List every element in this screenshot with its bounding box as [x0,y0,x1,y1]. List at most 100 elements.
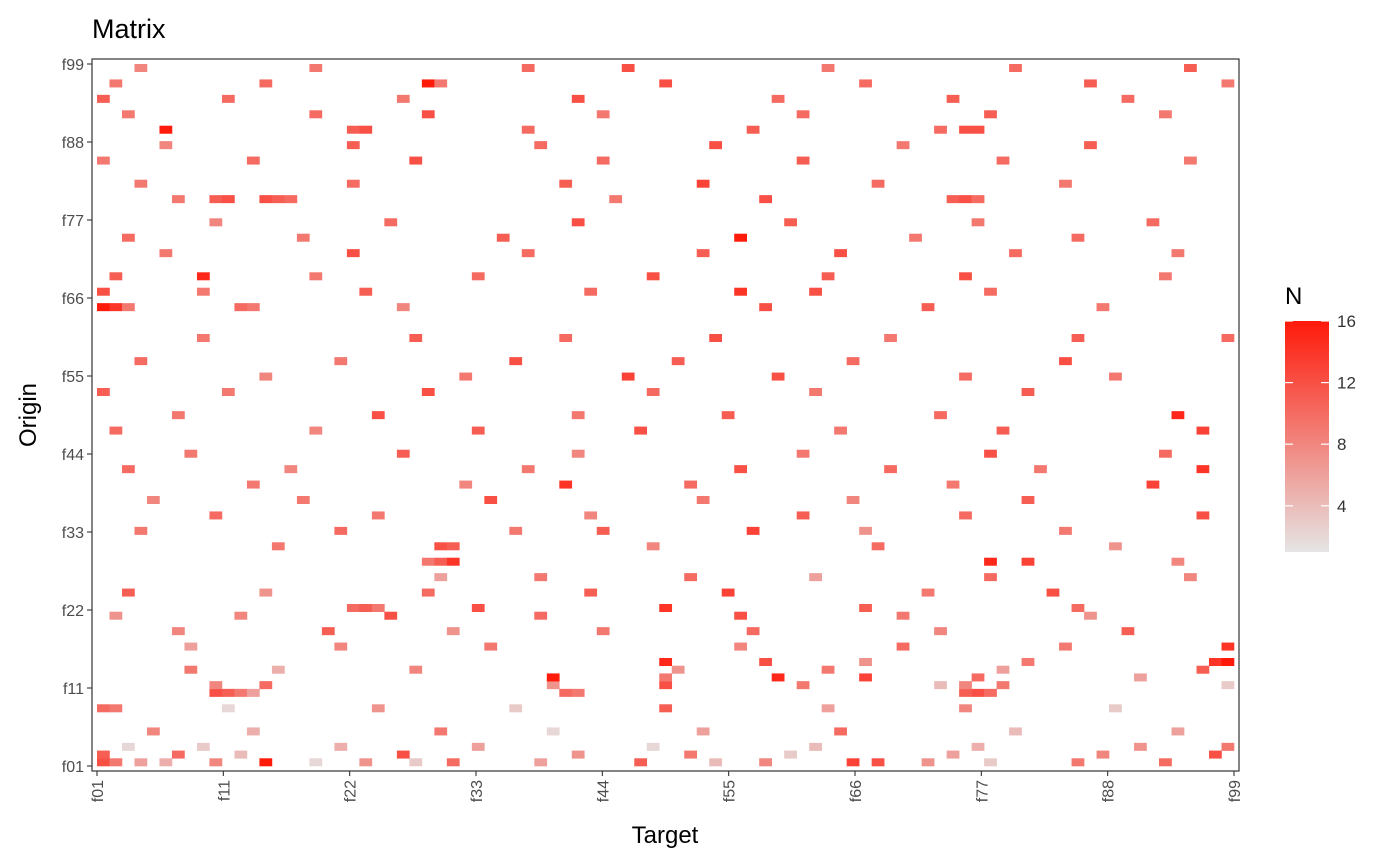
heatmap-cell [346,249,360,258]
heatmap-cell [846,758,860,767]
heatmap-cell [534,758,548,767]
heatmap-cell [571,750,585,759]
heatmap-cell [121,588,135,597]
heatmap-cell [434,79,448,88]
heatmap-cell [421,588,435,597]
heatmap-cell [571,218,585,227]
heatmap-cell [684,480,698,489]
plot-border [91,58,1240,772]
heatmap-cell [359,604,373,613]
heatmap-cell [534,141,548,150]
heatmap-cell [434,573,448,582]
heatmap-cell [1196,426,1210,435]
heatmap-cell [921,303,935,312]
heatmap-cell [109,272,123,281]
heatmap-cell [671,357,685,366]
heatmap-cell [659,79,673,88]
heatmap-cell [1171,727,1185,736]
heatmap-cell [596,110,610,119]
heatmap-cell [659,681,673,690]
heatmap-cell [546,681,560,690]
heatmap-cell [509,704,523,713]
heatmap-cell [796,110,810,119]
x-tick-label: f66 [848,780,865,802]
heatmap-cell [621,372,635,381]
heatmap-cell [796,156,810,165]
heatmap-cell [921,588,935,597]
heatmap-cell [796,681,810,690]
heatmap-cell [746,526,760,535]
heatmap-cell [246,480,260,489]
heatmap-cell [984,557,997,566]
heatmap-cell [934,681,947,690]
heatmap-cell [696,727,710,736]
heatmap-cell [196,334,210,343]
heatmap-cell [1159,449,1172,458]
y-tick-label: f88 [62,135,84,152]
heatmap-cell [596,526,610,535]
heatmap-cell [1134,673,1147,682]
heatmap-cell [334,357,348,366]
heatmap-cell [159,249,173,258]
heatmap-cell [434,727,448,736]
heatmap-cell [996,665,1010,674]
heatmap-cell [1196,465,1210,474]
heatmap-cell [1121,627,1135,636]
heatmap-cell [1109,372,1122,381]
heatmap-cell [884,334,897,343]
heatmap-cell [246,156,260,165]
y-tick-label: f55 [62,369,84,386]
heatmap-cell [359,125,373,134]
x-tick-label: f77 [974,780,991,802]
heatmap-cell [234,303,248,312]
heatmap-cell [596,627,610,636]
heatmap-cell [259,372,273,381]
heatmap-cell [97,94,110,103]
heatmap-cell [196,287,210,296]
y-tick-label: f44 [62,447,84,464]
heatmap-cell [246,303,260,312]
heatmap-cell [97,287,110,296]
heatmap-cell [259,588,273,597]
heatmap-cell [409,665,423,674]
heatmap-cell [171,627,185,636]
heatmap-cell [734,611,748,620]
heatmap-cell [1071,334,1085,343]
heatmap-cell [134,64,148,73]
heatmap-cell [521,125,535,134]
heatmap-cell [659,604,673,613]
heatmap-cell [746,627,760,636]
heatmap-cell [809,388,822,397]
heatmap-cell [821,665,835,674]
heatmap-cell [296,233,310,242]
x-tick-label: f01 [90,780,107,802]
heatmap-cell [571,411,585,420]
y-tick-label: f22 [62,603,84,620]
heatmap-cell [971,688,985,697]
heatmap-cell [796,511,810,520]
heatmap-cell [159,141,173,150]
heatmap-cell [346,179,360,188]
heatmap-cell [959,125,972,134]
heatmap-cell [996,156,1010,165]
heatmap-cell [396,750,410,759]
heatmap-cell [371,511,385,520]
heatmap-cell [1184,156,1197,165]
heatmap-cell [134,179,148,188]
heatmap-cell [471,604,485,613]
heatmap-cell [759,658,772,667]
heatmap-cell [896,141,910,150]
legend-title: N [1285,283,1302,310]
heatmap-cell [446,627,460,636]
heatmap-cell [646,272,660,281]
y-tick-label: f33 [62,525,84,542]
heatmap-cell [959,681,972,690]
heatmap-cell [646,542,660,551]
heatmap-cell [446,758,460,767]
heatmap-cell [984,110,997,119]
heatmap-cell [334,642,348,651]
heatmap-cell [934,125,947,134]
heatmap-cell [1109,542,1122,551]
heatmap-cell [584,588,598,597]
heatmap-cell [1171,557,1185,566]
